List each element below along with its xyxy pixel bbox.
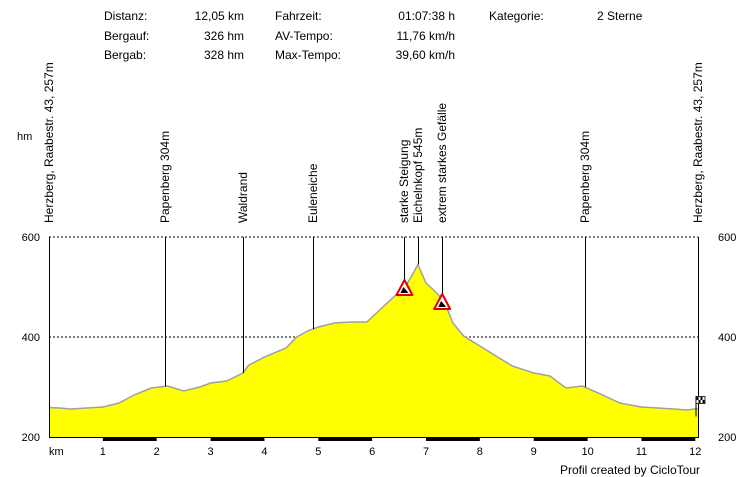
- waypoint-markers: [48, 237, 699, 437]
- x-axis-label: km: [49, 446, 64, 458]
- x-tick-label: 1: [100, 446, 106, 458]
- y-tick-label-left: 200: [22, 432, 40, 444]
- y-tick-label-right: 400: [718, 332, 736, 344]
- km-bar-segment: [426, 437, 480, 441]
- km-bar-segment: [318, 437, 373, 441]
- warning-triangle-border: [433, 293, 452, 310]
- y-tick-label-right: 600: [718, 232, 736, 244]
- ride-statistics: Distanz: 12,05 km Bergauf: 326 hm Bergab…: [0, 0, 748, 70]
- stat-max-speed-value: 39,60 km/h: [395, 48, 455, 62]
- stat-descent-value: 328 hm: [203, 48, 244, 62]
- stat-avg-speed-value: 11,76 km/h: [396, 29, 455, 43]
- x-tick-label: 12: [689, 446, 701, 458]
- warning-triangle-glyph: [438, 301, 447, 307]
- warning-triangle-border: [395, 279, 414, 296]
- stat-ascent-label: Bergauf:: [104, 29, 150, 43]
- x-tick-label: 7: [423, 446, 429, 458]
- stat-riding-time-label: Fahrzeit:: [275, 9, 322, 23]
- km-bar-segment: [533, 437, 588, 441]
- stat-descent-label: Bergab:: [104, 48, 147, 62]
- flag-check: [696, 397, 699, 400]
- stat-max-speed-label: Max-Tempo:: [275, 48, 342, 62]
- x-tick-label: 2: [154, 446, 160, 458]
- y-tick-label-left: 600: [22, 232, 40, 244]
- waypoint-label: Euleneiche: [306, 163, 320, 223]
- x-tick-label: 4: [261, 446, 267, 458]
- km-bar-segment: [210, 437, 265, 441]
- flag-check: [702, 400, 705, 403]
- waypoint-label: Waldrand: [236, 172, 250, 223]
- x-tick-label: 6: [369, 446, 375, 458]
- x-tick-label: 10: [581, 446, 593, 458]
- waypoint-label: extrem starkes Gefälle: [435, 103, 449, 223]
- finish-flag-icon: [695, 396, 706, 417]
- x-axis-km-bar: [102, 437, 696, 441]
- stat-category-label: Kategorie:: [489, 9, 544, 23]
- credit-text: Profil created by CicloTour: [560, 463, 700, 477]
- elevation-line: [48, 262, 699, 411]
- x-tick-label: 11: [636, 446, 647, 458]
- finish-flag-shape: [695, 396, 706, 417]
- waypoint-label: starke Steigung: [397, 140, 411, 223]
- x-tick-label: 9: [531, 446, 537, 458]
- y-tick-label-left: 400: [22, 332, 40, 344]
- stat-avg-speed-label: AV-Tempo:: [275, 29, 333, 43]
- stat-category-value: 2 Sterne: [597, 9, 643, 23]
- waypoint-label: Herzberg, Raabestr. 43, 257m: [691, 62, 705, 223]
- x-tick-label: 5: [315, 446, 321, 458]
- waypoint-label: Papenberg 304m: [578, 131, 592, 223]
- waypoint-labels: Herzberg, Raabestr. 43, 257m Papenberg 30…: [42, 62, 705, 223]
- stat-riding-time-value: 01:07:38 h: [398, 9, 455, 23]
- warning-triangle-icon: [395, 279, 414, 296]
- x-tick-label: 3: [208, 446, 214, 458]
- warning-signs: [395, 279, 452, 310]
- x-axis-ticks: 1 2 3 4 5 6 7 8 9 10 11 12: [100, 446, 702, 458]
- y-axis-ticks: 600 600 400 400 200 200: [22, 232, 737, 444]
- elevation-area: [49, 264, 698, 437]
- flag-check: [700, 397, 703, 400]
- waypoint-label: Papenberg 304m: [158, 131, 172, 223]
- km-bar-segment: [641, 437, 696, 441]
- stat-distance-label: Distanz:: [104, 9, 148, 23]
- waypoint-label: Eichelnkopf 545m: [411, 128, 425, 223]
- flag-check: [698, 400, 701, 403]
- stat-distance-value: 12,05 km: [194, 9, 244, 23]
- waypoint-label: Herzberg, Raabestr. 43, 257m: [42, 62, 56, 223]
- warning-triangle-glyph: [400, 287, 409, 293]
- y-axis-label: hm: [17, 131, 32, 143]
- y-tick-label-right: 200: [718, 432, 736, 444]
- warning-triangle-icon: [433, 293, 452, 310]
- stat-ascent-value: 326 hm: [203, 29, 244, 43]
- x-tick-label: 8: [477, 446, 483, 458]
- km-bar-segment: [102, 437, 157, 441]
